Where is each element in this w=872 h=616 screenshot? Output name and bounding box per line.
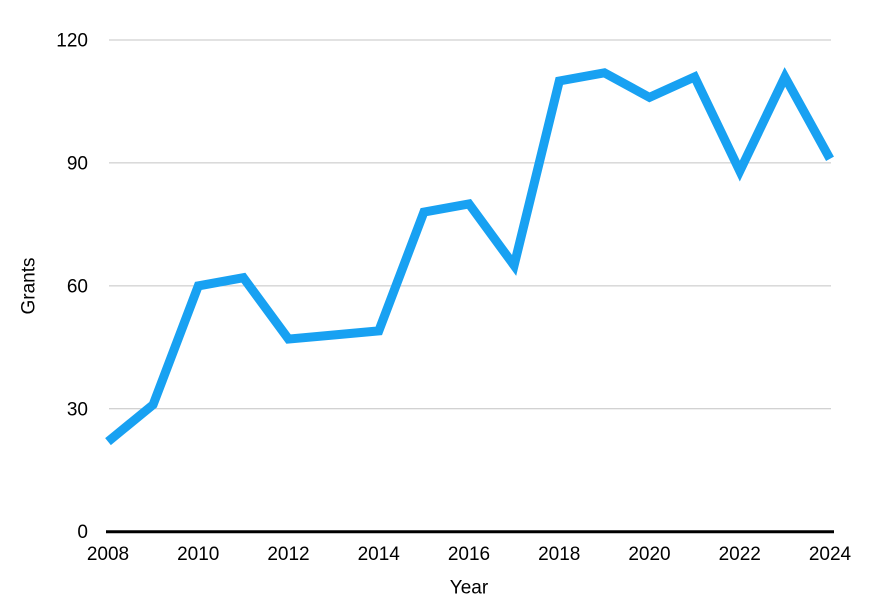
series-line-grants (105, 67, 834, 446)
x-tick-label-2024: 2024 (809, 544, 852, 565)
y-axis-title: Grants (18, 257, 40, 315)
x-tick-label-2010: 2010 (177, 544, 219, 565)
y-tick-label-0: 0 (77, 522, 88, 543)
x-tick-label-2022: 2022 (719, 544, 761, 565)
y-tick-label-120: 120 (56, 31, 88, 52)
x-tick-label-2020: 2020 (628, 544, 670, 565)
y-tick-label-90: 90 (67, 153, 88, 174)
x-tick-label-2016: 2016 (448, 544, 490, 565)
x-tick-label-2014: 2014 (358, 544, 401, 565)
y-tick-label-60: 60 (67, 276, 88, 297)
x-tick-label-2008: 2008 (87, 544, 129, 565)
x-tick-label-2012: 2012 (267, 544, 309, 565)
x-axis-title: Year (449, 577, 489, 599)
y-tick-label-30: 30 (67, 399, 88, 420)
x-tick-label-2018: 2018 (538, 544, 580, 565)
